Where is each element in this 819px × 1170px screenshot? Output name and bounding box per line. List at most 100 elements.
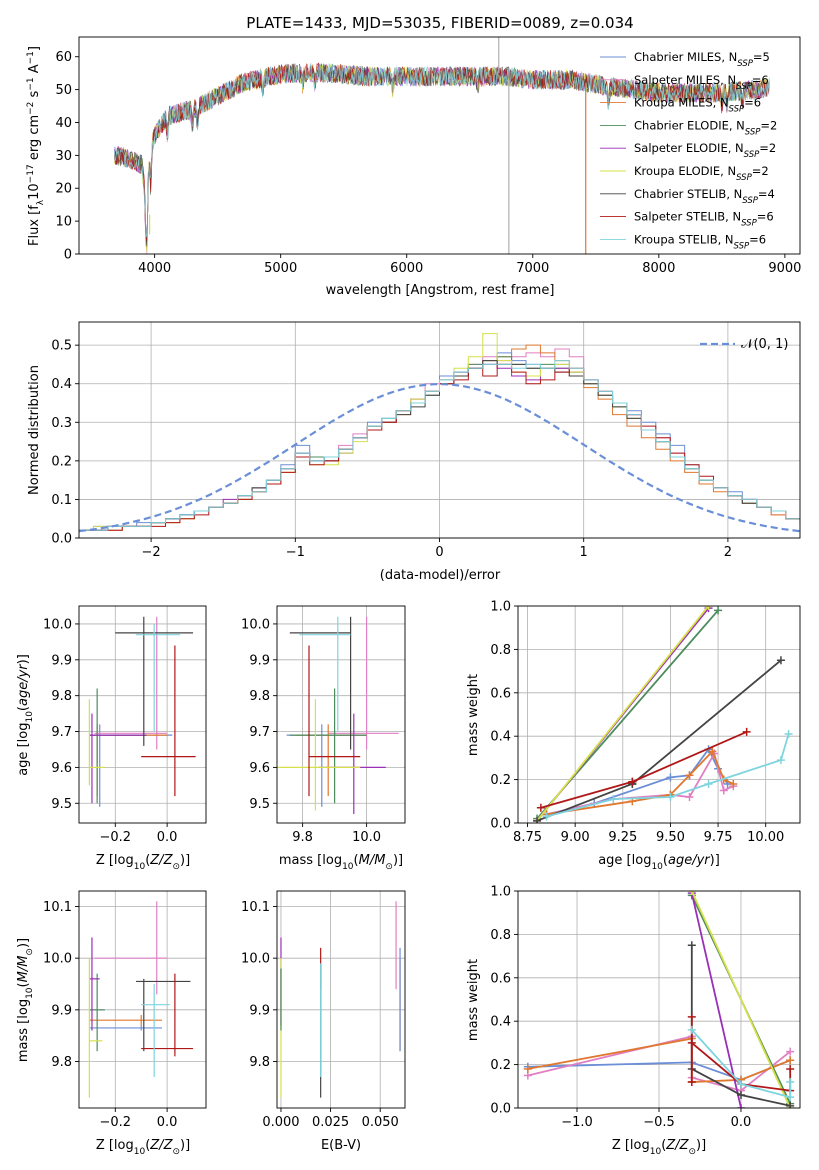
legend-entry-sub: SSP	[742, 196, 758, 206]
mass-weight-marker	[687, 1077, 696, 1086]
legend-entry-text: Salpeter STELIB, N	[634, 210, 741, 224]
x-tick-label: 2	[724, 545, 732, 560]
x-tick-label: 9000	[768, 261, 801, 276]
x-axis-label: mass [log10(M/M⊙)]	[279, 853, 403, 872]
mass-weight-marker	[628, 777, 637, 786]
mass-weight-marker	[736, 1080, 745, 1089]
x-axis-label-part: Z/Z	[149, 853, 173, 868]
x-tick-label: 0.050	[362, 1115, 399, 1130]
y-tick-label: 10.1	[241, 900, 270, 915]
mass-weight-marker	[687, 1038, 696, 1047]
y-tick-label: 9.9	[249, 653, 270, 668]
mass-weight-marker	[536, 803, 545, 812]
legend-entry-text: Kroupa ELODIE, N	[634, 164, 736, 178]
mass-weight-marker	[784, 730, 793, 739]
mass-weight-marker	[776, 656, 785, 665]
mass-weight-vs-age-panel: 8.75 9.00 9.25 9.50 9.75 10.00 0.0 0.2 0.4 0.6 0.8…	[466, 600, 801, 872]
x-axis-label-part: M/M	[359, 853, 386, 868]
x-tick-label: 0.000	[262, 1115, 299, 1130]
legend-entry-value: =6	[752, 73, 769, 87]
legend-entry-value: =2	[752, 164, 769, 178]
x-axis-label-part: 10	[342, 862, 354, 872]
y-axis-label-part: A	[27, 64, 42, 77]
x-tick-label: −0.2	[99, 830, 131, 845]
legend-entry-sub: SSP	[737, 59, 753, 69]
residual-histogram-panel-plot-area	[79, 333, 800, 538]
y-tick-label: 20	[55, 182, 72, 197]
mass-weight-line	[691, 1029, 792, 1099]
age-vs-metallicity-panel-plot-area	[88, 616, 196, 807]
y-axis-label-part: −1	[26, 77, 36, 90]
x-axis-label-part: Z/Z	[665, 1138, 689, 1153]
y-tick-label: 9.6	[51, 761, 72, 776]
x-axis-label: Z [log10(Z/Z⊙)]	[96, 853, 190, 872]
y-tick-label: 40	[55, 116, 72, 131]
x-axis-label-part: (	[145, 1138, 150, 1153]
x-tick-label: 0	[435, 545, 443, 560]
legend-entry: Chabrier MILES, NSSP=5	[634, 50, 770, 69]
x-axis-label-part: )]	[180, 853, 190, 868]
y-tick-label: 0.0	[490, 1102, 511, 1117]
y-axis-label-part: M/M	[16, 956, 31, 983]
y-tick-label: 0.2	[490, 773, 511, 788]
y-axis-label: mass [log10(M/M⊙)]	[16, 938, 35, 1062]
mass-weight-marker	[736, 1104, 745, 1108]
mass-weight-marker	[687, 941, 696, 950]
y-tick-label: 9.9	[249, 1003, 270, 1018]
histogram-series	[79, 360, 800, 538]
x-axis-label-part: )]	[696, 1138, 706, 1153]
mass-vs-metallicity-panel-plot-area	[88, 901, 194, 1098]
y-tick-label: 9.8	[249, 689, 270, 704]
spectrum-line	[113, 62, 770, 238]
x-axis-label-part: (	[661, 1138, 666, 1153]
legend-entry-text: Salpeter ELODIE, N	[634, 141, 744, 155]
x-axis-label-part: ⊙	[172, 862, 180, 872]
x-axis-label-part: 10	[650, 1147, 662, 1157]
y-axis-label-part: s	[27, 90, 42, 101]
x-axis-label-part: ⊙	[688, 1147, 696, 1157]
x-axis-label-part: age [log	[598, 853, 651, 868]
y-tick-label: 9.8	[249, 1055, 270, 1070]
x-axis-label-part: )]	[710, 853, 720, 868]
y-tick-label: 0.8	[490, 643, 511, 658]
x-axis-label-part: Z [log	[96, 853, 134, 868]
mass-weight-vs-metallicity-panel-plot-area	[523, 891, 795, 1108]
y-axis-label: Normed distribution	[27, 365, 42, 495]
histogram-series	[79, 363, 800, 538]
y-axis-label-part: mass [log	[16, 999, 31, 1062]
y-tick-label: 9.5	[51, 797, 72, 812]
y-axis-label-part: 10	[27, 183, 42, 200]
y-tick-label: 1.0	[490, 600, 511, 615]
legend-entry: 𝒩(0, 1)	[741, 337, 788, 352]
mass-weight-marker	[687, 1012, 696, 1021]
x-axis-label-part: age/yr	[668, 853, 711, 868]
mass-weight-marker	[704, 606, 713, 610]
legend-entry-value: =2	[760, 118, 777, 132]
axes-frame	[78, 890, 207, 1109]
x-axis-label: wavelength [Angstrom, rest frame]	[326, 283, 555, 298]
y-axis-label-part: −2	[26, 102, 36, 115]
legend-entry-sub: SSP	[736, 82, 752, 92]
y-tick-label: 0.0	[490, 817, 511, 832]
mass-weight-line	[690, 891, 792, 1108]
y-tick-label: 60	[55, 50, 72, 65]
residual-histogram-panel: −2 −1 0 1 2 0.0 0.1 0.2 0.3 0.4 0.5 (data-model)/er…	[27, 321, 801, 583]
x-axis-label-part: 10	[134, 1147, 146, 1157]
y-axis-label-part: )]	[16, 654, 31, 664]
x-tick-label: −1	[286, 545, 305, 560]
mass-weight-marker	[685, 792, 694, 801]
y-tick-label: 9.9	[51, 653, 72, 668]
y-tick-label: 50	[55, 83, 72, 98]
y-axis-label: Flux [fλ10−17 erg cm−2 s−1 A−1]	[26, 46, 46, 246]
x-tick-label: 0.0	[731, 1115, 752, 1130]
mass-weight-marker	[786, 1101, 795, 1108]
y-axis-label-part: Flux [f	[27, 205, 42, 246]
x-axis-label-part: 10	[134, 862, 146, 872]
x-tick-label: 8.75	[513, 830, 542, 845]
legend-entry-part: (0, 1)	[753, 337, 788, 352]
x-axis-label-part: )]	[393, 853, 403, 868]
x-axis-label-part: Z [log	[612, 1138, 650, 1153]
histogram-series	[79, 363, 800, 538]
legend-entry: Kroupa MILES, NSSP=6	[634, 96, 761, 115]
legend-entry-text: Salpeter MILES, N	[634, 73, 736, 87]
